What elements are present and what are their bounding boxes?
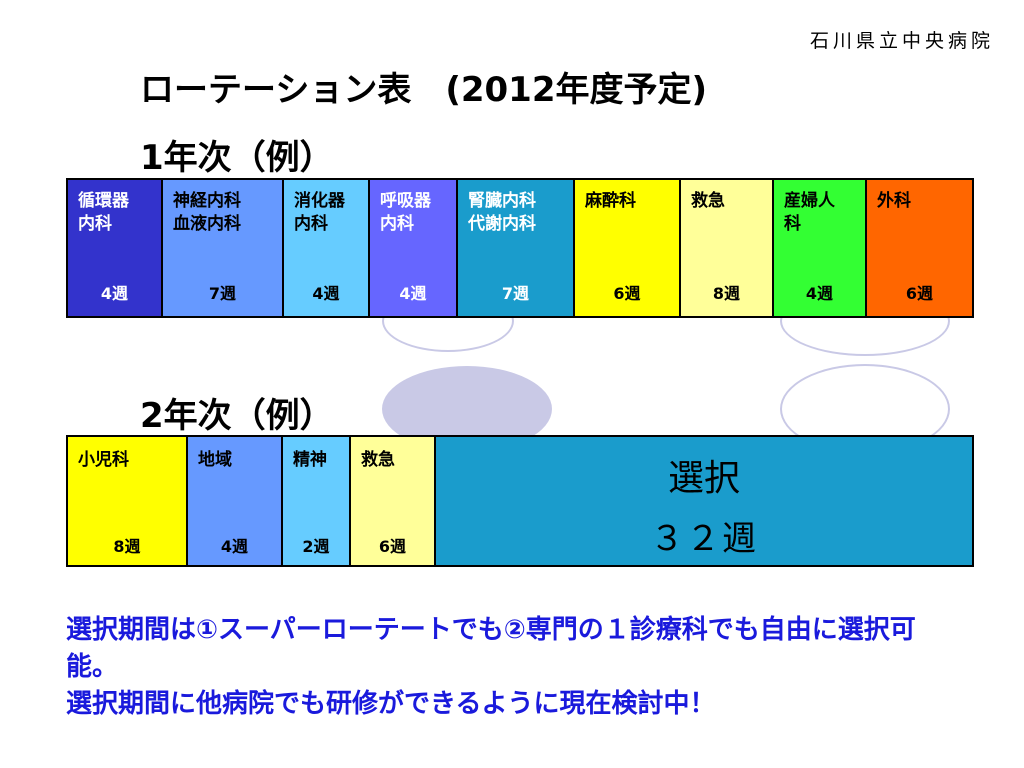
note-line: 選択期間は①スーパーローテートでも②専門の１診療科でも自由に選択可能。 [66, 615, 916, 682]
rotation-cell: 地域 4週 [188, 437, 283, 565]
rotation-cell: 麻酔科 6週 [575, 180, 681, 316]
year1-label: 1年次（例） [140, 138, 334, 178]
rotation-name: 精神 [293, 450, 327, 470]
rotation-cell: 救急 8週 [681, 180, 774, 316]
rotation-weeks: 4週 [399, 284, 427, 303]
rotation-name: 小児科 [78, 450, 129, 470]
rotation-name: 呼吸器 内科 [380, 191, 431, 234]
elective-weeks: ３２週 [650, 519, 758, 559]
rotation-cell: 産婦人 科 4週 [774, 180, 867, 316]
rotation-weeks: 4週 [312, 284, 340, 303]
year2-label: 2年次（例） [140, 396, 334, 436]
elective-cell: 選択 ３２週 [436, 437, 972, 565]
rotation-name: 地域 [198, 450, 232, 470]
rotation-cell: 救急 6週 [351, 437, 436, 565]
rotation-cell: 小児科 8週 [68, 437, 188, 565]
rotation-weeks: 6週 [613, 284, 641, 303]
rotation-cell: 精神 2週 [283, 437, 351, 565]
rotation-name: 外科 [877, 191, 911, 211]
rotation-cell: 腎臓内科 代謝内科 7週 [458, 180, 575, 316]
rotation-cell: 外科 6週 [867, 180, 972, 316]
rotation-weeks: 8週 [113, 537, 141, 556]
rotation-weeks: 2週 [302, 537, 330, 556]
year1-rotation-table: 循環器 内科 4週 神経内科 血液内科 7週 消化器 内科 4週 呼吸器 内科 … [66, 178, 974, 318]
rotation-name: 産婦人 科 [784, 191, 835, 234]
rotation-cell: 呼吸器 内科 4週 [370, 180, 458, 316]
rotation-weeks: 6週 [378, 537, 407, 556]
rotation-cell: 神経内科 血液内科 7週 [163, 180, 284, 316]
rotation-name: 腎臓内科 代謝内科 [468, 191, 536, 234]
rotation-name: 救急 [361, 450, 395, 470]
rotation-name: 麻酔科 [585, 191, 636, 211]
notes: 選択期間は①スーパーローテートでも②専門の１診療科でも自由に選択可能。 選択期間… [66, 612, 966, 723]
rotation-weeks: 4週 [805, 284, 834, 303]
page-title: ローテーション表 (2012年度予定) [140, 70, 708, 110]
rotation-name: 救急 [691, 191, 725, 211]
year2-rotation-table: 小児科 8週 地域 4週 精神 2週 救急 6週 選択 ３２週 [66, 435, 974, 567]
elective-label: 選択 [667, 458, 740, 499]
rotation-weeks: 8週 [712, 284, 741, 303]
hospital-name: 石川県立中央病院 [809, 30, 994, 52]
rotation-weeks: 7週 [208, 284, 237, 303]
rotation-weeks: 6週 [905, 284, 934, 303]
rotation-name: 神経内科 血液内科 [173, 191, 241, 234]
rotation-cell: 消化器 内科 4週 [284, 180, 370, 316]
rotation-weeks: 4週 [100, 284, 129, 303]
rotation-name: 循環器 内科 [78, 191, 129, 234]
rotation-name: 消化器 内科 [294, 191, 345, 234]
rotation-weeks: 4週 [220, 537, 249, 556]
note-line: 選択期間に他病院でも研修ができるように現在検討中！ [66, 689, 716, 719]
rotation-cell: 循環器 内科 4週 [68, 180, 163, 316]
rotation-weeks: 7週 [501, 284, 530, 303]
